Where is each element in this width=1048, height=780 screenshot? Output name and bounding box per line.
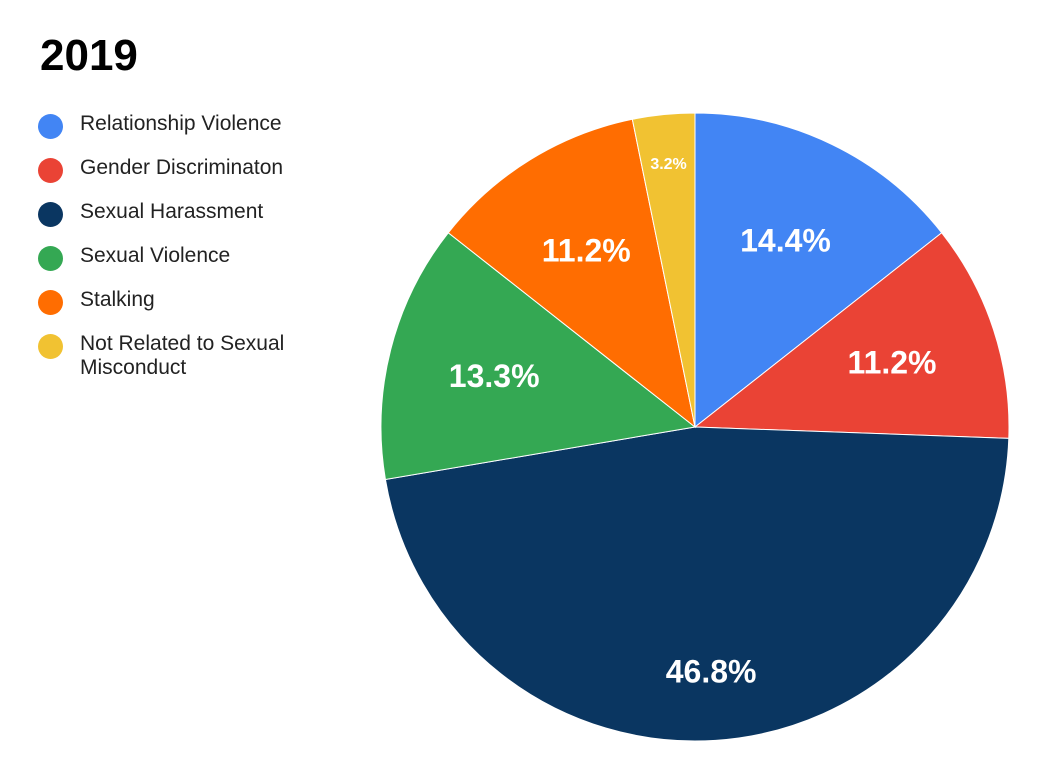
legend-swatch-not-related <box>38 334 63 359</box>
legend-label: Stalking <box>80 288 155 311</box>
legend-swatch-stalking <box>38 290 63 315</box>
data-label: 14.4% <box>740 223 831 259</box>
pie-slice-sexual-violence[interactable] <box>380 232 697 481</box>
pie-slice-gender-discriminaton[interactable] <box>693 232 1010 439</box>
pie-slice-stalking[interactable] <box>447 118 696 429</box>
data-label: 11.2% <box>542 233 631 269</box>
legend-swatch-gender-discrimination <box>38 158 63 183</box>
legend-label: Not Related to Sexual Misconduct <box>80 332 285 379</box>
data-label: 11.2% <box>848 345 937 381</box>
pie-slice-sexual-harassment[interactable] <box>384 426 1010 742</box>
legend-item-sexual-violence[interactable]: Sexual Violence <box>38 244 338 288</box>
chart-title: 2019 <box>40 31 138 80</box>
legend-swatch-relationship-violence <box>38 114 63 139</box>
legend-item-sexual-harassment[interactable]: Sexual Harassment <box>38 200 338 244</box>
pie-slice-not-related-to-sexual-misconduct[interactable] <box>631 112 696 428</box>
legend-item-gender-discrimination[interactable]: Gender Discriminaton <box>38 156 338 200</box>
legend-swatch-sexual-violence <box>38 246 63 271</box>
legend-item-not-related[interactable]: Not Related to Sexual Misconduct <box>38 332 338 379</box>
data-label: 3.2% <box>650 156 686 173</box>
data-label: 46.8% <box>666 653 757 689</box>
legend-label: Sexual Harassment <box>80 200 264 223</box>
legend-item-stalking[interactable]: Stalking <box>38 288 338 332</box>
legend-item-relationship-violence[interactable]: Relationship Violence <box>38 112 338 156</box>
data-label: 13.3% <box>449 358 540 394</box>
legend-label: Relationship Violence <box>80 112 282 135</box>
legend-label: Sexual Violence <box>80 244 231 267</box>
legend-swatch-sexual-harassment <box>38 202 63 227</box>
pie-slice-relationship-violence[interactable] <box>694 112 943 429</box>
legend: Relationship Violence Gender Discriminat… <box>38 112 338 379</box>
legend-label: Gender Discriminaton <box>80 156 284 179</box>
